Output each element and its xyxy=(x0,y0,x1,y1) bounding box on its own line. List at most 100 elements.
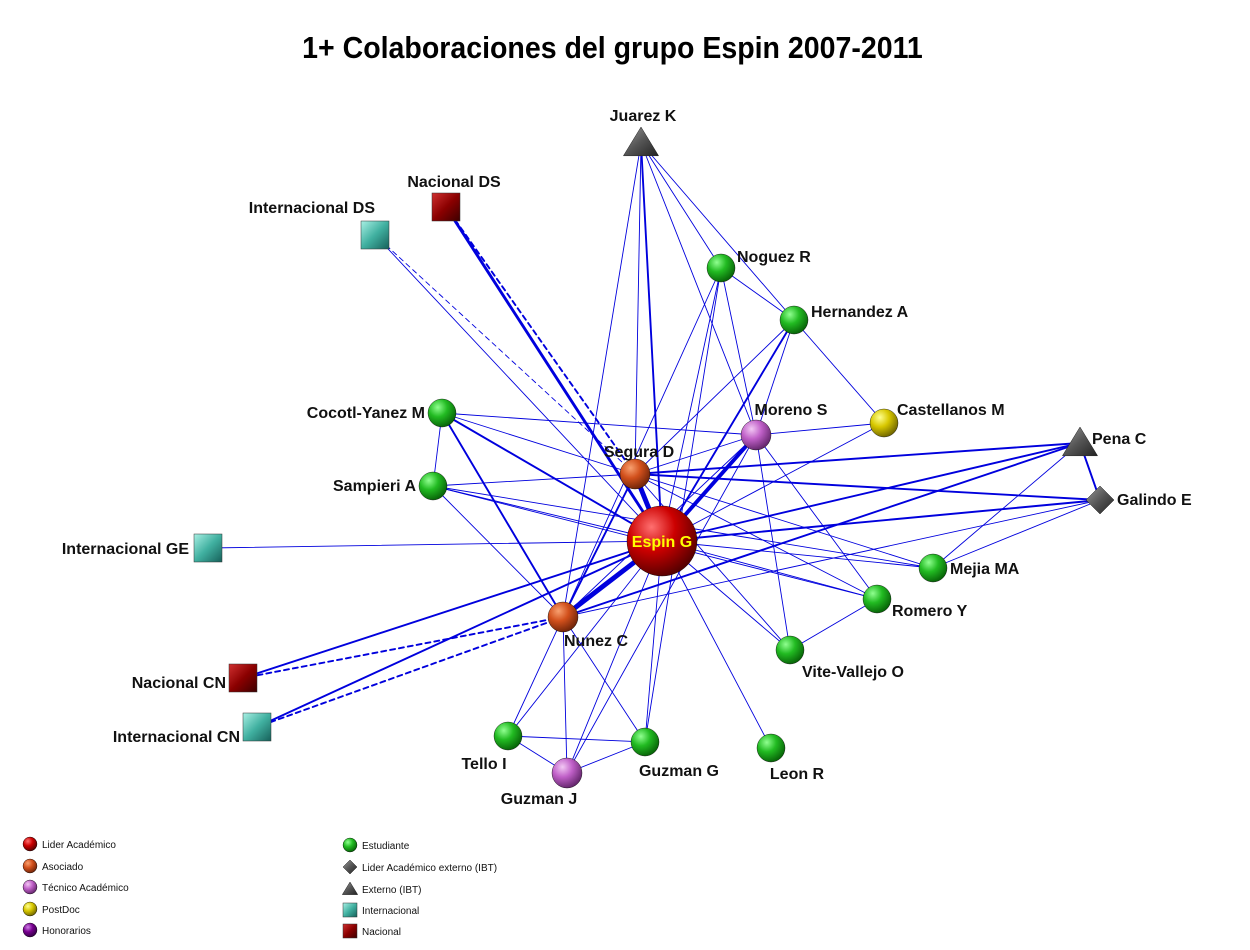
node-moreno: Moreno S xyxy=(740,402,828,451)
node-noguez-shape xyxy=(706,253,736,283)
node-intge-shape xyxy=(193,533,223,563)
node-label-sampieri: Sampieri A xyxy=(333,478,416,495)
edge-moreno-guzmanj xyxy=(566,434,757,774)
node-castellanos-shape xyxy=(869,408,899,438)
node-sampieri: Sampieri A xyxy=(333,471,448,501)
edge-espin-sampieri xyxy=(432,485,663,542)
edge-nunez-intcn xyxy=(256,616,564,728)
node-guzmanj: Guzman J xyxy=(501,757,583,808)
node-galindo-shape xyxy=(1085,485,1115,515)
edge-nunez-tello xyxy=(507,616,564,737)
node-label-nacds: Nacional DS xyxy=(407,174,501,191)
edge-segura-romero xyxy=(634,473,878,600)
edge-juarez-noguez xyxy=(640,142,722,269)
edge-romero-vite xyxy=(789,598,878,651)
node-label-pena: Pena C xyxy=(1092,431,1147,448)
legend-externo-triangle-swatch xyxy=(341,881,359,895)
node-sampieri-shape xyxy=(418,471,448,501)
node-tello: Tello I xyxy=(461,721,523,773)
edge-segura-nacds xyxy=(445,206,636,475)
legend-lider-circle-swatch xyxy=(22,836,38,852)
legend-label: Internacional xyxy=(362,906,419,917)
node-label-vite: Vite-Vallejo O xyxy=(802,664,904,681)
node-segura-shape xyxy=(619,458,651,490)
legend-tecnico-circle-swatch xyxy=(22,879,38,895)
edge-nunez-sampieri xyxy=(432,485,564,618)
node-juarez: Juarez K xyxy=(610,108,677,157)
edge-espin-naccn xyxy=(242,540,663,679)
edge-espin-noguez xyxy=(661,267,722,542)
node-mejia-shape xyxy=(918,553,948,583)
legend-externo-diamond-swatch xyxy=(342,859,358,875)
edge-moreno-vite xyxy=(755,434,791,651)
legend-label: Externo (IBT) xyxy=(362,885,421,896)
node-mejia: Mejia MA xyxy=(918,553,1020,583)
node-nunez-shape xyxy=(547,601,579,633)
node-label-segura: Segura D xyxy=(604,444,674,461)
edge-espin-tello xyxy=(507,540,663,737)
edge-nunez-juarez xyxy=(562,142,642,618)
legend-item-lider-circle: Lider Académico xyxy=(22,836,116,852)
node-intcn-shape xyxy=(242,712,272,742)
edge-espin-nacds xyxy=(444,205,664,543)
edge-espin-intge xyxy=(207,540,663,549)
node-label-cocotl: Cocotl-Yanez M xyxy=(307,405,425,422)
legend-internacional-square-swatch xyxy=(342,902,358,918)
node-leon: Leon R xyxy=(756,733,825,783)
edge-espin-cocotl xyxy=(441,412,663,542)
node-label-naccn: Nacional CN xyxy=(132,675,226,692)
node-nacds: Nacional DS xyxy=(407,174,501,222)
edge-segura-galindo xyxy=(634,473,1101,501)
node-moreno-shape xyxy=(740,419,772,451)
edge-pena-mejia xyxy=(932,442,1081,569)
node-label-espin: Espin G xyxy=(632,534,692,551)
node-leon-shape xyxy=(756,733,786,763)
node-espin: Espin G xyxy=(626,505,698,577)
legend-item-asociado-circle: Asociado xyxy=(22,858,84,874)
legend-label: Honorarios xyxy=(42,926,91,937)
node-label-mejia: Mejia MA xyxy=(950,561,1020,578)
node-guzmang-shape xyxy=(630,727,660,757)
node-label-romero: Romero Y xyxy=(892,603,968,620)
node-juarez-shape xyxy=(622,126,660,157)
legend-item-internacional-square: Internacional xyxy=(342,902,419,918)
node-label-intge: Internacional GE xyxy=(62,541,189,558)
legend-item-honorarios-circle: Honorarios xyxy=(22,922,91,938)
node-label-noguez: Noguez R xyxy=(737,249,811,266)
node-noguez: Noguez R xyxy=(706,249,811,283)
edge-juarez-hernandez xyxy=(640,142,795,321)
edge-moreno-cocotl xyxy=(441,412,757,436)
node-label-leon: Leon R xyxy=(770,766,825,783)
node-label-galindo: Galindo E xyxy=(1117,492,1192,509)
node-intcn: Internacional CN xyxy=(113,712,272,746)
node-tello-shape xyxy=(493,721,523,751)
node-label-intcn: Internacional CN xyxy=(113,729,240,746)
edge-segura-juarez xyxy=(634,142,642,475)
edge-noguez-guzmang xyxy=(644,267,722,743)
node-vite: Vite-Vallejo O xyxy=(775,635,904,681)
node-label-juarez: Juarez K xyxy=(610,108,677,125)
edge-nunez-naccn xyxy=(242,616,564,679)
legend-label: Nacional xyxy=(362,927,401,938)
edge-espin-guzmanj xyxy=(566,540,663,774)
edge-segura-hernandez xyxy=(634,319,795,475)
edge-segura-cocotl xyxy=(441,412,636,475)
edge-moreno-noguez xyxy=(720,267,757,436)
legend-label: Asociado xyxy=(42,862,84,873)
node-intds-shape xyxy=(360,220,390,250)
edge-nunez-guzmang xyxy=(562,616,646,743)
legend-honorarios-circle-swatch xyxy=(22,922,38,938)
nodes-layer: Espin G Segura D Nunez C Moreno S Guzman J Ca… xyxy=(62,108,1192,808)
legend-item-externo-triangle: Externo (IBT) xyxy=(341,881,421,896)
node-romero: Romero Y xyxy=(862,584,968,620)
diagram-title: 1+ Colaboraciones del grupo Espin 2007-2… xyxy=(302,30,923,65)
node-nacds-shape xyxy=(431,192,461,222)
legend-postdoc-circle-swatch xyxy=(22,901,38,917)
node-vite-shape xyxy=(775,635,805,665)
node-segura: Segura D xyxy=(604,444,674,490)
edge-espin-romero xyxy=(661,540,878,600)
legend-item-nacional-square: Nacional xyxy=(342,923,401,939)
edge-espin-leon xyxy=(661,540,772,749)
node-label-tello: Tello I xyxy=(461,756,506,773)
legend-asociado-circle-swatch xyxy=(22,858,38,874)
